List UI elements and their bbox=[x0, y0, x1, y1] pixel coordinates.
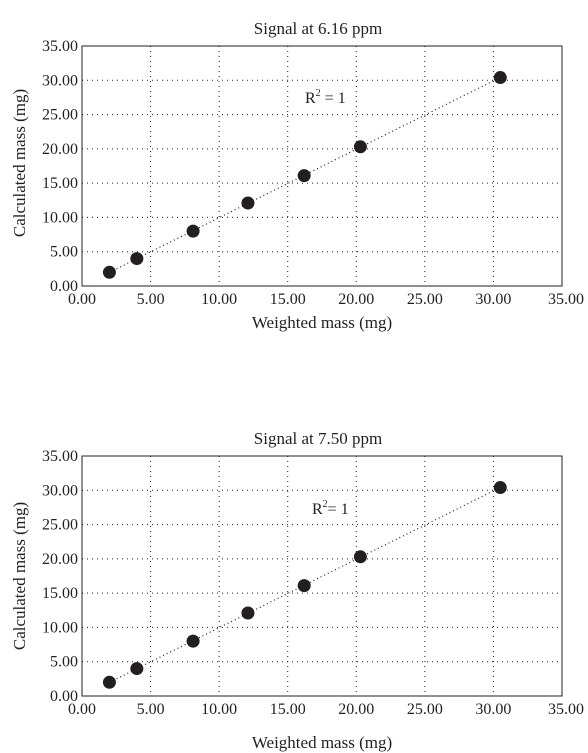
y-tick-label: 35.00 bbox=[42, 448, 78, 465]
x-tick-label: 30.00 bbox=[475, 701, 511, 718]
data-point bbox=[241, 606, 255, 620]
y-tick-labels: 0.00 5.00 10.00 15.00 20.00 25.00 30.00 35.00 bbox=[42, 38, 78, 295]
plot-frame bbox=[81, 455, 563, 697]
data-point bbox=[297, 579, 311, 593]
y-tick-label: 5.00 bbox=[50, 244, 78, 261]
y-tick-label: 5.00 bbox=[50, 654, 78, 671]
y-tick-label: 25.00 bbox=[42, 107, 78, 124]
chart-signal-6-16: Signal at 6.16 ppm 0.00 5.00 10.00 15.00 20.… bbox=[0, 0, 588, 340]
data-point bbox=[130, 252, 144, 266]
data-point bbox=[297, 169, 311, 183]
y-axis-label: Calculated mass (mg) bbox=[10, 502, 29, 650]
r-squared-annotation: R2 = 1 bbox=[305, 88, 346, 107]
trendline bbox=[109, 76, 501, 273]
x-axis-label: Weighted mass (mg) bbox=[252, 733, 392, 752]
x-tick-label: 25.00 bbox=[407, 291, 443, 308]
x-tick-label: 25.00 bbox=[407, 701, 443, 718]
y-tick-labels: 0.00 5.00 10.00 15.00 20.00 25.00 30.00 35.00 bbox=[42, 448, 78, 705]
r-squared-sup: 2 bbox=[323, 499, 328, 510]
y-tick-label: 35.00 bbox=[42, 38, 78, 55]
chart-title: Signal at 7.50 ppm bbox=[254, 429, 382, 448]
x-tick-label: 20.00 bbox=[338, 291, 374, 308]
data-point bbox=[493, 71, 507, 85]
r-squared-value: = 1 bbox=[321, 90, 346, 107]
data-point bbox=[102, 675, 116, 689]
x-tick-label: 10.00 bbox=[201, 701, 237, 718]
y-tick-label: 25.00 bbox=[42, 517, 78, 534]
data-point bbox=[130, 662, 144, 676]
plot-frame bbox=[81, 45, 563, 287]
data-point bbox=[493, 481, 507, 495]
x-tick-label: 5.00 bbox=[137, 701, 165, 718]
y-tick-label: 15.00 bbox=[42, 175, 78, 192]
r-squared-sup: 2 bbox=[316, 88, 321, 99]
x-tick-label: 10.00 bbox=[201, 291, 237, 308]
data-point bbox=[102, 265, 116, 279]
data-point bbox=[186, 224, 200, 238]
x-tick-label: 5.00 bbox=[137, 291, 165, 308]
x-tick-label: 35.00 bbox=[548, 701, 584, 718]
data-point bbox=[353, 550, 367, 564]
y-tick-label: 10.00 bbox=[42, 619, 78, 636]
x-tick-label: 30.00 bbox=[475, 291, 511, 308]
x-tick-label: 35.00 bbox=[548, 291, 584, 308]
x-tick-labels: 0.00 5.00 10.00 15.00 20.00 25.00 30.00 35.00 bbox=[68, 291, 584, 308]
x-tick-label: 15.00 bbox=[270, 701, 306, 718]
y-tick-label: 20.00 bbox=[42, 551, 78, 568]
x-tick-label: 20.00 bbox=[338, 701, 374, 718]
y-tick-label: 15.00 bbox=[42, 585, 78, 602]
chart-signal-7-50: Signal at 7.50 ppm 0.00 5.00 10.00 15.00 20.… bbox=[0, 420, 588, 753]
data-point bbox=[241, 196, 255, 210]
y-tick-label: 10.00 bbox=[42, 209, 78, 226]
x-tick-labels: 0.00 5.00 10.00 15.00 20.00 25.00 30.00 35.00 bbox=[68, 701, 584, 718]
data-point bbox=[186, 634, 200, 648]
y-tick-label: 30.00 bbox=[42, 482, 78, 499]
y-tick-label: 0.00 bbox=[50, 278, 78, 295]
gridlines bbox=[82, 46, 562, 286]
y-tick-label: 20.00 bbox=[42, 141, 78, 158]
r-squared-annotation: R2= 1 bbox=[312, 499, 349, 518]
y-axis-label: Calculated mass (mg) bbox=[10, 89, 29, 237]
trendline bbox=[109, 486, 501, 683]
r-squared-r: R bbox=[305, 90, 316, 107]
x-tick-label: 0.00 bbox=[68, 701, 96, 718]
chart-2-svg: Signal at 7.50 ppm 0.005.0010.0015.0020.… bbox=[10, 429, 584, 752]
data-points bbox=[102, 481, 507, 689]
r-squared-value: = 1 bbox=[328, 501, 349, 518]
chart-1-svg: Signal at 6.16 ppm 0.005.0010.0015.0020.… bbox=[10, 19, 584, 332]
x-tick-label: 15.00 bbox=[270, 291, 306, 308]
data-point bbox=[353, 140, 367, 154]
x-axis-label: Weighted mass (mg) bbox=[252, 313, 392, 332]
r-squared-r: R bbox=[312, 501, 323, 518]
data-points bbox=[102, 71, 507, 279]
chart-title: Signal at 6.16 ppm bbox=[254, 19, 382, 38]
y-tick-label: 0.00 bbox=[50, 688, 78, 705]
x-tick-label: 0.00 bbox=[68, 291, 96, 308]
gridlines bbox=[82, 456, 562, 696]
y-tick-label: 30.00 bbox=[42, 72, 78, 89]
